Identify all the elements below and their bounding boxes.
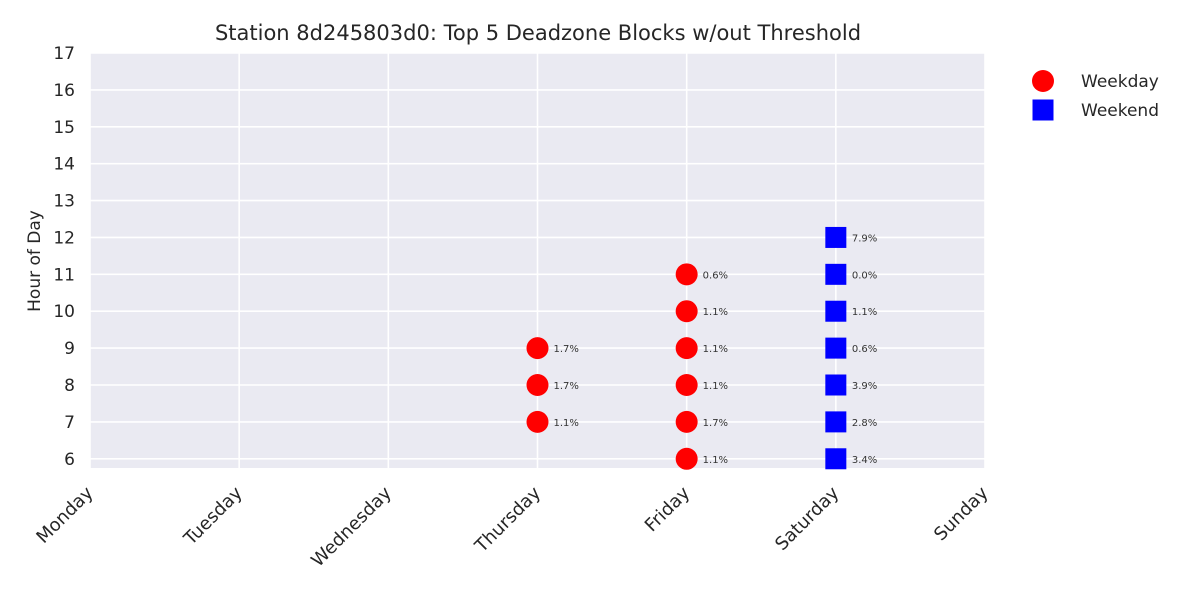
weekday-point (675, 410, 698, 433)
x-tick-label: Wednesday (307, 482, 396, 571)
y-tick-label: 16 (53, 81, 75, 101)
point-value-label: 0.0% (852, 270, 877, 281)
x-tick-label: Saturday (771, 482, 843, 554)
weekday-point (675, 337, 698, 360)
weekday-point (526, 337, 549, 360)
x-tick-label: Thursday (470, 482, 545, 557)
point-value-label: 0.6% (852, 344, 877, 355)
y-tick-label: 17 (53, 44, 75, 64)
point-value-label: 1.7% (554, 344, 579, 355)
x-tick-label: Tuesday (179, 482, 247, 550)
y-tick-label: 8 (64, 376, 75, 396)
point-value-label: 1.1% (703, 455, 728, 466)
weekday-point (526, 410, 549, 433)
weekday-point (675, 447, 698, 470)
weekend-point (825, 300, 847, 322)
x-tick-label: Friday (641, 482, 695, 536)
y-tick-label: 12 (53, 228, 75, 248)
y-tick-label: 15 (53, 118, 75, 138)
point-value-label: 1.1% (554, 418, 579, 429)
y-tick-label: 9 (64, 339, 75, 359)
weekend-point (825, 374, 847, 396)
point-value-label: 2.8% (852, 418, 877, 429)
weekend-point (825, 448, 847, 470)
weekend-point (825, 226, 847, 248)
weekend-point (825, 263, 847, 285)
weekday-point (675, 300, 698, 323)
y-tick-label: 7 (64, 413, 75, 433)
weekday-point (675, 263, 698, 286)
point-value-label: 1.1% (703, 344, 728, 355)
point-value-label: 1.7% (554, 381, 579, 392)
x-tick-label: Monday (32, 482, 97, 547)
x-tick-labels: Monday Tuesday Wednesday Thursday Friday Satu… (32, 482, 992, 571)
point-value-label: 1.1% (852, 307, 877, 318)
y-tick-label: 11 (53, 265, 75, 285)
y-axis-label: Hour of Day (25, 210, 45, 312)
weekday-point (526, 374, 549, 396)
point-value-label: 1.1% (703, 307, 728, 318)
legend-label: Weekday (1081, 72, 1159, 92)
grid-lines (89, 52, 986, 468)
point-value-label: 3.9% (852, 381, 877, 392)
data-points: 1.1% 1.7% 1.7% 1.1% 1.7% 1.1% 1.1% 1.1% 0.6% 3.4%… (526, 226, 877, 470)
point-value-label: 7.9% (852, 233, 877, 244)
point-value-label: 1.1% (703, 381, 728, 392)
y-tick-label: 14 (53, 155, 75, 175)
y-tick-label: 13 (53, 192, 75, 212)
weekday-point (675, 374, 698, 396)
legend: Weekday Weekend (1032, 70, 1159, 121)
x-tick-label: Sunday (930, 482, 993, 545)
legend-weekday-marker (1032, 70, 1054, 92)
y-tick-label: 6 (64, 450, 75, 470)
point-value-label: 3.4% (852, 455, 877, 466)
chart-title: Station 8d245803d0: Top 5 Deadzone Block… (215, 21, 861, 45)
y-tick-labels: 6 7 8 9 10 11 12 13 14 15 16 17 (53, 44, 75, 470)
weekend-point (825, 337, 847, 359)
weekend-point (825, 411, 847, 433)
legend-weekend-marker (1032, 99, 1054, 121)
point-value-label: 0.6% (703, 270, 728, 281)
legend-label: Weekend (1081, 101, 1159, 121)
y-tick-label: 10 (53, 302, 75, 322)
point-value-label: 1.7% (703, 418, 728, 429)
